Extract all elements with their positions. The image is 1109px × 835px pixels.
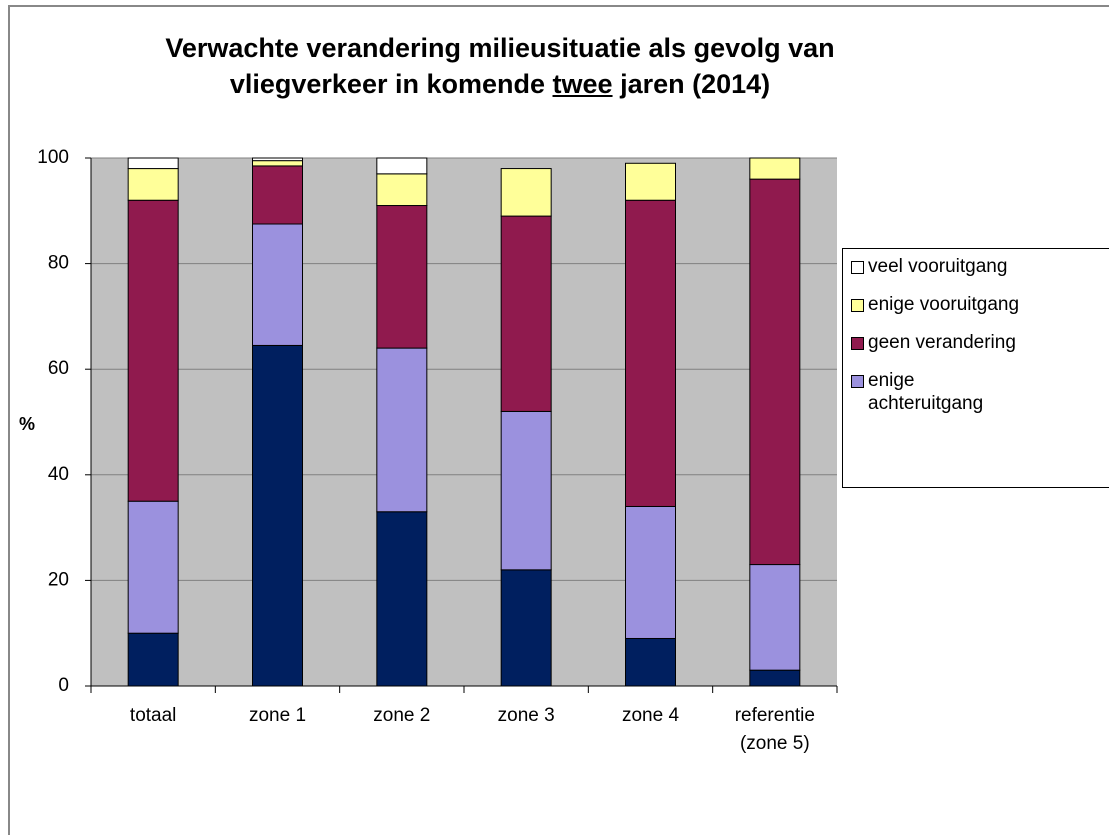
bar-segment: [749, 178, 801, 566]
bar-segment: [749, 669, 801, 687]
y-tick-label: 60: [48, 358, 69, 379]
y-tick-label: 0: [58, 675, 69, 696]
title-part: jaren (2014): [620, 69, 771, 99]
bar-segment: [500, 569, 552, 687]
x-tick-label: zone 4: [622, 705, 679, 726]
bar-segment: [252, 344, 303, 687]
bar-segment: [252, 223, 303, 346]
legend-label: enige vooruitgang: [868, 294, 1020, 315]
legend: veel vooruitgang enige vooruitgang geen ve…: [842, 248, 1109, 488]
bar-segment: [376, 347, 428, 513]
bar-segment: [625, 199, 676, 507]
bar-segment: [127, 157, 179, 170]
legend-swatch: [851, 337, 864, 350]
bar-segment: [127, 632, 179, 687]
bar-segment: [749, 564, 801, 671]
bar-segment: [252, 157, 303, 162]
bar-segment: [625, 505, 676, 639]
legend-label: veel vooruitgang: [868, 256, 1008, 277]
legend-item: enige vooruitgang: [851, 293, 1109, 316]
bar-segment: [252, 165, 303, 225]
legend-label: geen verandering: [868, 332, 1016, 353]
bar-segment: [127, 168, 179, 201]
plot-area: [91, 158, 837, 686]
bar-segment: [376, 157, 428, 175]
legend-swatch: [851, 375, 864, 388]
bar-segment: [625, 162, 676, 201]
y-tick-label: 40: [48, 464, 69, 485]
legend-item: veel vooruitgang: [851, 255, 1109, 278]
legend-swatch: [851, 299, 864, 312]
y-tick-label: 100: [37, 147, 69, 168]
legend-item: geen verandering: [851, 331, 1109, 354]
y-axis-label: %: [19, 414, 35, 434]
title-part: vliegverkeer in komende: [229, 69, 545, 99]
bar-segment: [252, 160, 303, 167]
legend-label: enige achteruitgang: [868, 370, 984, 414]
bar-segment: [376, 173, 428, 207]
x-tick-label: zone 3: [498, 705, 555, 726]
x-tick-label: (zone 5): [740, 733, 810, 754]
bar-segment: [376, 511, 428, 687]
bar-segment: [500, 410, 552, 571]
title-line: Verwachte verandering milieusituatie als…: [165, 33, 835, 63]
bar-segment: [127, 199, 179, 502]
x-tick-label: totaal: [130, 705, 176, 726]
x-tick-label: referentie: [735, 705, 815, 726]
chart-frame: [8, 5, 1109, 835]
x-tick-label: zone 1: [249, 705, 306, 726]
bar-segment: [749, 157, 801, 180]
x-tick-label: zone 2: [373, 705, 430, 726]
title-line: vliegverkeer in komende twee jaren (2014…: [60, 66, 940, 102]
bar-segment: [127, 500, 179, 634]
y-tick-label: 80: [48, 253, 69, 274]
bar-segment: [500, 215, 552, 412]
legend-swatch: [851, 261, 864, 274]
chart-title: Verwachte verandering milieusituatie als…: [60, 30, 940, 102]
legend-item: enige achteruitgang: [851, 369, 1109, 415]
bar-segment: [625, 637, 676, 687]
title-underlined: twee: [552, 69, 613, 99]
bar-segment: [376, 205, 428, 349]
y-tick-label: 20: [48, 569, 69, 590]
bar-segment: [500, 168, 552, 217]
